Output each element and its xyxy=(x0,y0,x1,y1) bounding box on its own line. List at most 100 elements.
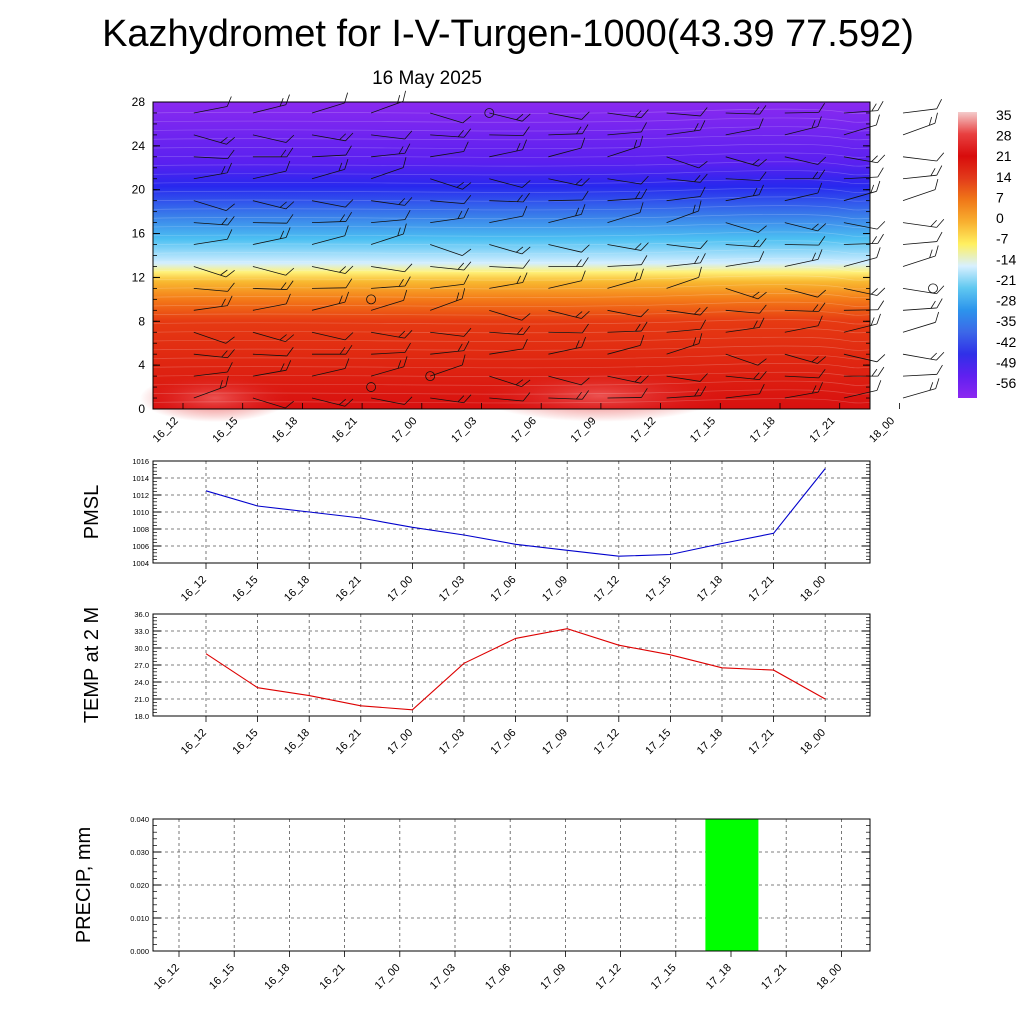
wind-barb-flag xyxy=(227,149,235,159)
calm-circle xyxy=(366,294,377,305)
y-tick-label: 30.0 xyxy=(134,644,149,653)
wind-barb xyxy=(252,397,295,409)
wind-barb-shaft xyxy=(548,375,582,386)
x-tick-label: 17_06 xyxy=(488,574,518,604)
wind-barb xyxy=(843,366,885,377)
contour-line xyxy=(152,275,871,281)
wind-barb xyxy=(784,116,822,136)
wind-barb-flag xyxy=(576,259,582,267)
wind-barb-flag xyxy=(285,94,290,105)
wind-barb-flag xyxy=(285,160,291,172)
wind-barb-flag xyxy=(936,218,945,228)
wind-barb-shaft xyxy=(311,287,347,289)
wind-barb xyxy=(607,188,648,202)
wind-barb xyxy=(489,309,531,321)
wind-barb-flag xyxy=(516,142,521,152)
wind-barb-flag xyxy=(339,133,346,141)
wind-barb xyxy=(252,134,295,143)
x-tick-label: 17_18 xyxy=(748,415,778,445)
wind-barb xyxy=(843,167,884,180)
wind-barb-flag xyxy=(279,334,287,341)
wind-barb-shaft xyxy=(607,344,641,355)
wind-barb xyxy=(489,192,530,203)
wind-barb-flag xyxy=(286,280,294,290)
wind-barb xyxy=(430,274,470,289)
wind-barb-shaft xyxy=(607,264,642,267)
wind-barb xyxy=(489,272,528,289)
wind-barb-flag xyxy=(694,174,701,182)
wind-barb-flag xyxy=(640,242,649,251)
wind-barb-flag xyxy=(698,200,702,212)
wind-barb-shaft xyxy=(666,112,701,117)
wind-barb-flag xyxy=(398,330,406,338)
y-axis-label: TEMP at 2 M xyxy=(81,607,103,723)
wind-barb xyxy=(252,331,295,343)
wind-barb-flag xyxy=(876,221,886,230)
x-tick-label: 18_00 xyxy=(814,962,844,992)
wind-barb-flag xyxy=(699,186,706,197)
wind-barb-flag xyxy=(279,230,285,239)
contour-line xyxy=(152,345,871,351)
wind-barb-shaft xyxy=(548,244,582,253)
wind-barb-flag xyxy=(700,386,707,396)
wind-barb-flag xyxy=(634,375,642,383)
wind-barb-flag xyxy=(404,209,411,220)
wind-barb-flag xyxy=(934,112,938,124)
wind-barb xyxy=(784,249,823,267)
wind-barb-flag xyxy=(929,382,934,391)
wind-barb-flag xyxy=(699,306,708,316)
wind-barb xyxy=(607,255,648,267)
wind-barb-flag xyxy=(227,362,233,373)
colorbar-bar xyxy=(958,112,977,398)
wind-barb xyxy=(370,356,408,377)
wind-barb-flag xyxy=(403,356,408,367)
wind-barb-flag xyxy=(404,263,413,273)
wind-barb xyxy=(725,118,764,136)
y-tick-label: 1016 xyxy=(132,457,149,466)
wind-barb-flag xyxy=(227,295,233,306)
wind-barb-shaft xyxy=(548,331,583,334)
wind-barb xyxy=(548,244,590,253)
y-tick-label: 20 xyxy=(132,183,146,197)
colorbar: 35 28 21 14 7 0 -7 -14 -21 -28 -35 -42 -49 -56 xyxy=(958,107,1016,398)
wind-barb-flag xyxy=(876,354,886,363)
plot-frame xyxy=(152,613,871,717)
wind-barb-shaft xyxy=(902,388,936,399)
wind-barb-flag xyxy=(934,179,939,190)
wind-barb-flag xyxy=(397,227,401,237)
contour-line xyxy=(152,178,871,185)
wind-barb xyxy=(548,177,590,187)
wind-barb-flag xyxy=(817,356,826,364)
warm-core xyxy=(480,369,720,422)
wind-barb xyxy=(371,143,411,158)
wind-barb-shaft xyxy=(193,331,227,344)
wind-barb-shaft xyxy=(725,353,758,366)
x-tick-label: 17_18 xyxy=(695,574,725,604)
x-tick-label: 17_00 xyxy=(389,415,419,445)
wind-barb xyxy=(193,162,232,180)
wind-barb xyxy=(430,340,470,355)
wind-barb xyxy=(371,197,413,206)
contour-line xyxy=(152,117,871,123)
wind-barb-shaft xyxy=(784,244,819,246)
contour-line xyxy=(152,328,871,334)
wind-barb-flag xyxy=(817,249,823,260)
wind-barb xyxy=(489,126,530,136)
wind-barb-flag xyxy=(226,136,235,145)
wind-barb-flag xyxy=(753,106,760,115)
wind-barb-shaft xyxy=(371,397,405,405)
wind-barb xyxy=(607,242,649,251)
y-tick-label: 12 xyxy=(132,270,146,284)
wind-barb xyxy=(371,276,411,289)
y-tick-label: 36.0 xyxy=(134,610,149,619)
x-tick-label: 18_00 xyxy=(798,727,828,757)
y-axis-label: PRECIP, mm xyxy=(73,827,95,943)
wind-barb-flag xyxy=(515,246,524,253)
y-tick-label: 8 xyxy=(138,314,145,328)
wind-barb-flag xyxy=(811,223,819,230)
wind-barb xyxy=(902,231,943,245)
wind-barb xyxy=(784,315,823,333)
wind-barb xyxy=(370,157,407,180)
wind-barb xyxy=(725,222,767,233)
y-tick-label: 18.0 xyxy=(134,712,149,721)
